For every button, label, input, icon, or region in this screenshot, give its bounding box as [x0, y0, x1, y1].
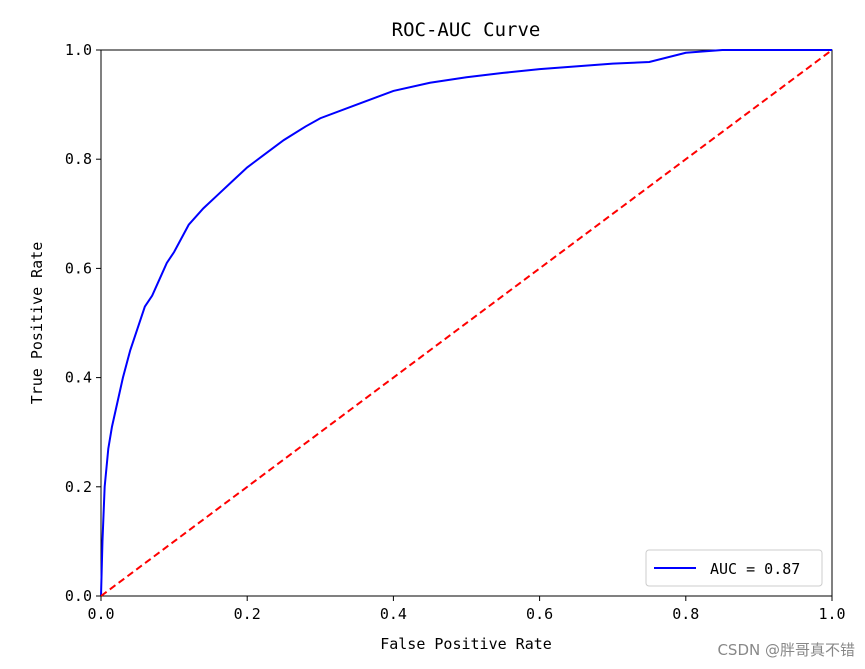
series-layer — [100, 49, 833, 597]
legend-box — [645, 549, 823, 587]
x-tick-label: 0.2 — [234, 605, 261, 623]
y-tick-label: 0.6 — [65, 259, 92, 277]
legend-entry-label: AUC = 0.87 — [710, 560, 800, 578]
roc-curve-line — [100, 49, 832, 597]
x-axis-label: False Positive Rate — [380, 635, 552, 653]
y-tick-label: 0.8 — [65, 150, 92, 168]
x-tick-label: 0.6 — [526, 605, 553, 623]
y-tick-label: 0.4 — [65, 369, 92, 387]
y-tick-label: 1.0 — [65, 41, 92, 59]
chart-title: ROC-AUC Curve — [392, 19, 541, 41]
chance-diagonal-line — [100, 49, 833, 597]
y-axis-ticks: 0.0 0.2 0.4 0.6 0.8 1.0 — [65, 41, 101, 605]
y-axis-label: True Positive Rate — [28, 242, 46, 405]
watermark: CSDN @胖哥真不错 — [717, 641, 855, 659]
legend: AUC = 0.87 — [645, 549, 823, 587]
x-tick-label: 0.4 — [380, 605, 407, 623]
y-tick-label: 0.2 — [65, 478, 92, 496]
x-tick-label: 1.0 — [818, 605, 845, 623]
x-tick-label: 0.8 — [672, 605, 699, 623]
x-tick-label: 0.0 — [87, 605, 114, 623]
y-tick-label: 0.0 — [65, 587, 92, 605]
x-axis-ticks: 0.0 0.2 0.4 0.6 0.8 1.0 — [87, 596, 846, 623]
plot-frame — [100, 49, 833, 597]
